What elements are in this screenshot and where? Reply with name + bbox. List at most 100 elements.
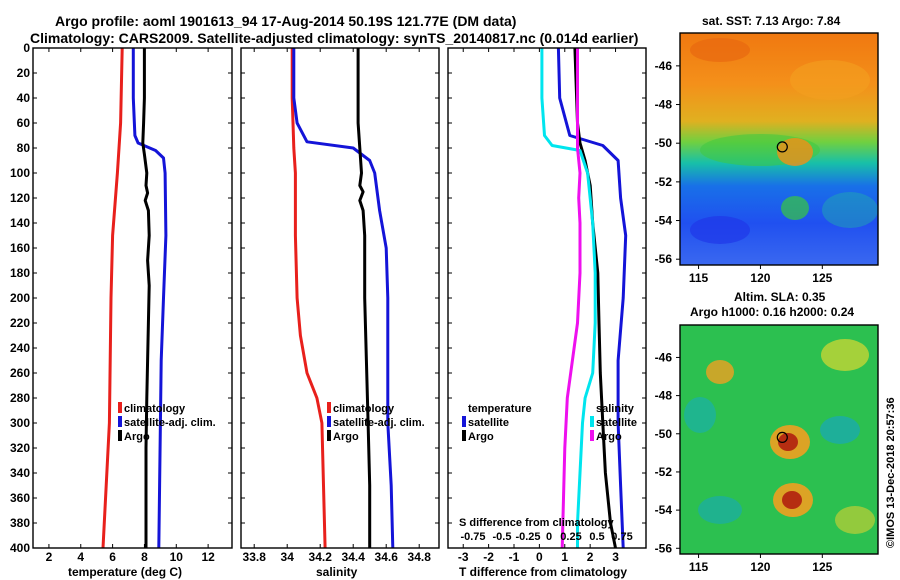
t-difference-axis-ticks: -3 -2 -1 0 1 2 3 — [448, 47, 646, 564]
profile-line-t-argo — [573, 47, 617, 549]
lat-tick-label: -52 — [655, 465, 673, 479]
sst-feature — [790, 60, 870, 100]
lat-tick-label: -48 — [655, 98, 673, 112]
lat-tick-label: -56 — [655, 252, 673, 266]
legend-label-t-satellite: satellite — [468, 417, 509, 429]
lat-tick-label: -46 — [655, 350, 673, 364]
depth-axis-ticks-temperature: 0 20 40 60 80 100 120 140 160 180 200 220 240 260 280 3… — [10, 41, 232, 555]
x-tick-label: 6 — [109, 550, 116, 564]
depth-tick-label: 140 — [10, 216, 30, 230]
depth-tick-label: 220 — [10, 316, 30, 330]
depth-tick-label: 0 — [23, 41, 30, 55]
x-tick-label: 12 — [201, 550, 215, 564]
temperature-profiles — [101, 47, 168, 549]
lat-tick-label: -54 — [655, 214, 673, 228]
sla-map-frame — [679, 324, 879, 555]
x-tick-label: 33.8 — [243, 550, 267, 564]
difference-legend-salinity: salinity satellite Argo — [590, 403, 637, 443]
sla-feature — [698, 496, 742, 524]
profile-line-s-argo — [560, 48, 582, 549]
sst-feature — [781, 196, 809, 220]
s-difference-tick-label: -0.25 — [515, 531, 540, 543]
profile-line-satellite-adj-clim- — [292, 48, 395, 549]
sla-map: Altim. SLA: 0.35 Argo h1000: 0.16 h2000:… — [655, 290, 879, 574]
s-difference-tick-label: 0 — [546, 531, 552, 543]
x-tick-label: 34.4 — [342, 550, 366, 564]
depth-tick-label: 20 — [17, 66, 31, 80]
sla-feature — [684, 397, 716, 433]
sla-feature — [778, 433, 798, 451]
lon-tick-label: 120 — [750, 271, 770, 285]
sst-feature — [777, 138, 813, 166]
salinity-axis-label: salinity — [316, 565, 358, 579]
lon-tick-label: 120 — [750, 560, 770, 574]
legend-swatch-climatology — [327, 402, 331, 413]
depth-tick-label: 320 — [10, 441, 30, 455]
lat-tick-label: -48 — [655, 389, 673, 403]
lon-tick-label: 115 — [689, 271, 709, 285]
legend-swatch-s-argo — [590, 430, 594, 441]
sla-feature — [782, 491, 802, 509]
lat-tick-label: -46 — [655, 59, 673, 73]
x-tick-label: 1 — [561, 550, 568, 564]
temperature-panel: 0 20 40 60 80 100 120 140 160 180 200 220 240 260 280 3… — [10, 41, 233, 579]
depth-tick-label: 380 — [10, 516, 30, 530]
sst-feature — [822, 192, 878, 228]
s-difference-axis-title: S difference from climatology — [459, 517, 615, 529]
x-tick-label: 8 — [141, 550, 148, 564]
legend-swatch-satellite — [118, 416, 122, 427]
legend-label-satellite: satellite-adj. clim. — [333, 417, 425, 429]
x-tick-label: -2 — [483, 550, 494, 564]
depth-tick-label: 280 — [10, 391, 30, 405]
temperature-axis-ticks: 2 4 6 8 10 12 — [46, 48, 215, 564]
legend-swatch-t-argo — [462, 430, 466, 441]
legend-label-argo: Argo — [124, 431, 150, 443]
sst-map: sat. SST: 7.13 Argo: 7.84 -46 -48 -50 -52 -5… — [655, 14, 879, 285]
x-tick-label: 0 — [536, 550, 543, 564]
legend-swatch-argo — [327, 430, 331, 441]
difference-legend-temperature: temperature satellite Argo — [462, 403, 532, 443]
depth-tick-label: 40 — [17, 91, 31, 105]
profile-line-s-satellite — [540, 48, 597, 548]
legend-label-climatology: climatology — [124, 403, 186, 415]
sst-map-axis-ticks: -46 -48 -50 -52 -54 -56 115 120 125 — [655, 59, 833, 285]
s-difference-tick-label: -0.5 — [493, 531, 512, 543]
sla-heatmap-features — [684, 339, 875, 534]
x-tick-label: 34.8 — [408, 550, 432, 564]
s-difference-tick-label: 0.25 — [560, 531, 581, 543]
x-tick-label: 34 — [281, 550, 295, 564]
temperature-plot-frame — [32, 47, 233, 549]
legend-swatch-s-satellite — [590, 416, 594, 427]
depth-tick-label: 300 — [10, 416, 30, 430]
x-tick-label: 2 — [46, 550, 53, 564]
s-difference-tick-label: 0.75 — [611, 531, 632, 543]
legend-swatch-argo — [118, 430, 122, 441]
lat-tick-label: -52 — [655, 175, 673, 189]
profile-line-climatology — [101, 47, 124, 549]
sla-feature — [820, 416, 860, 444]
lat-tick-label: -54 — [655, 503, 673, 517]
x-tick-label: -3 — [458, 550, 469, 564]
lon-tick-label: 125 — [812, 560, 832, 574]
salinity-profiles — [290, 48, 395, 549]
x-tick-label: 4 — [77, 550, 84, 564]
legend-label-t-argo: Argo — [468, 431, 494, 443]
salinity-plot-frame — [240, 47, 440, 549]
depth-tick-label: 80 — [17, 141, 31, 155]
sst-heatmap-features — [690, 38, 878, 244]
lon-tick-label: 115 — [689, 560, 709, 574]
depth-tick-label: 200 — [10, 291, 30, 305]
depth-tick-label: 60 — [17, 116, 31, 130]
s-difference-tick-label: 0.5 — [589, 531, 604, 543]
sla-feature — [821, 339, 869, 371]
profile-line-argo — [356, 48, 372, 548]
s-difference-tick-label: -0.75 — [460, 531, 485, 543]
imos-credit: ©IMOS 13-Dec-2018 20:57:36 — [885, 397, 897, 548]
sst-map-title: sat. SST: 7.13 Argo: 7.84 — [702, 14, 841, 28]
salinity-legend: climatology satellite-adj. clim. Argo — [327, 402, 425, 443]
profile-line-climatology — [290, 48, 327, 549]
temperature-axis-label: temperature (deg C) — [68, 565, 182, 579]
profile-line-argo — [141, 48, 151, 548]
sst-feature — [690, 38, 750, 62]
title-line-2: Climatology: CARS2009. Satellite-adjuste… — [30, 30, 638, 46]
